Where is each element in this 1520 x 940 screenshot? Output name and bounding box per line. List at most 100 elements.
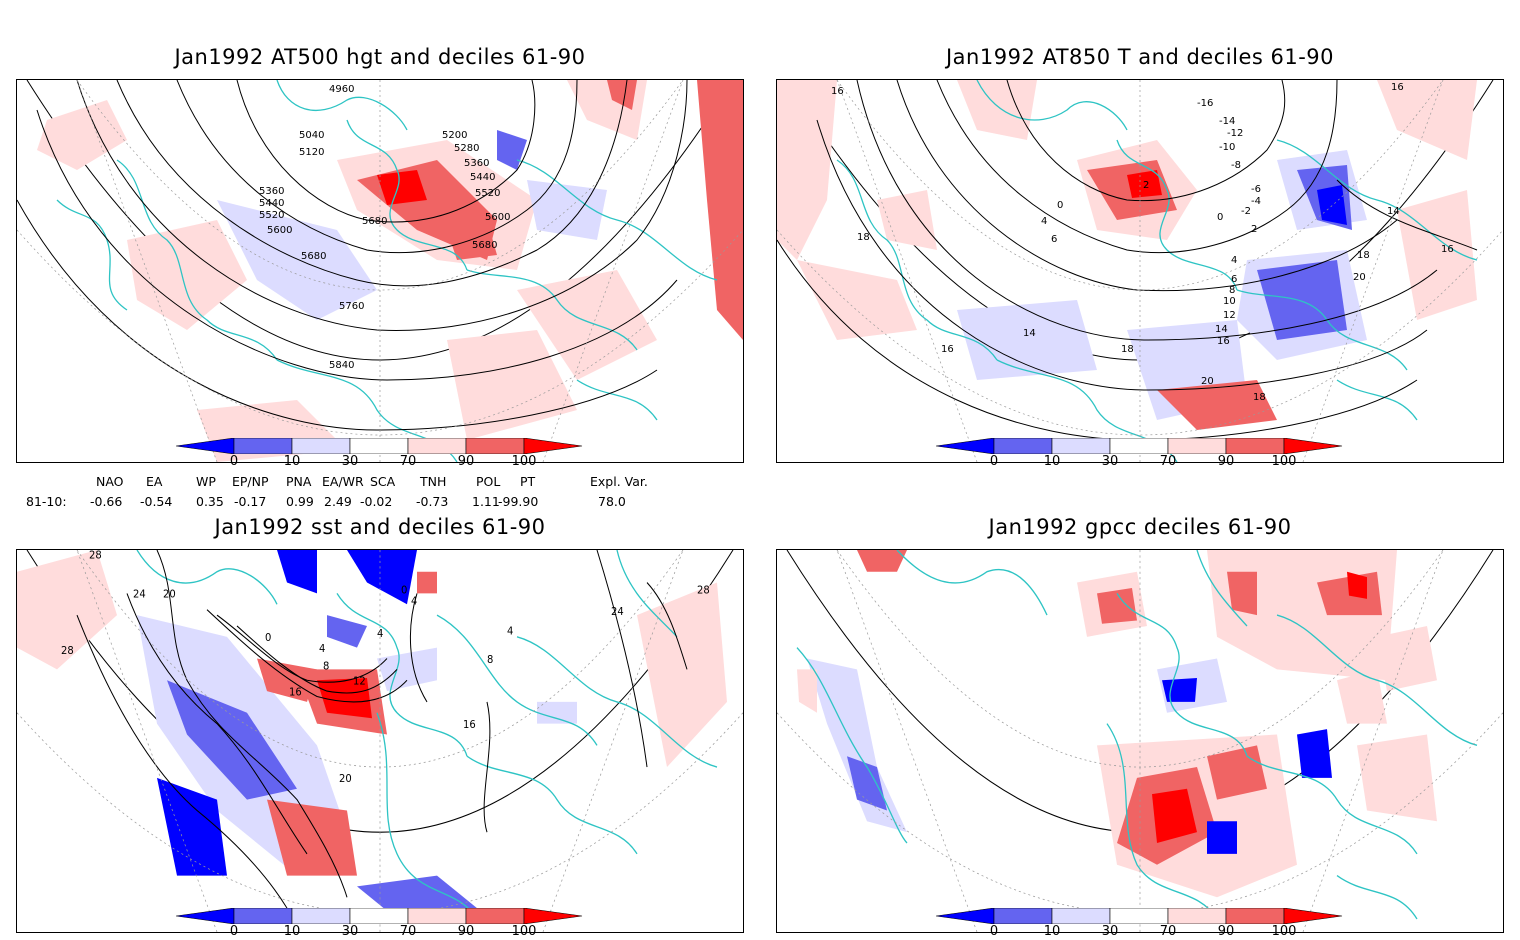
colorbar-tick: 30 [341, 454, 359, 469]
contour-label: 18 [1121, 344, 1134, 355]
contour-label: 4 [319, 643, 326, 655]
contour-label: 28 [61, 645, 74, 657]
contour-label: 5840 [329, 360, 354, 371]
index-value: -0.54 [140, 494, 173, 509]
contour-label: -16 [1197, 98, 1213, 109]
index-header: EA/WR [322, 474, 364, 489]
index-value: -0.73 [416, 494, 449, 509]
contour-label: 5520 [475, 188, 500, 199]
colorbar-1: 0 10 30 70 90 100 [176, 438, 596, 469]
index-value: -0.17 [234, 494, 267, 509]
contour-label: 5120 [299, 147, 324, 158]
map-z500: 4960 5040 5120 5200 5280 5360 5440 5520 … [16, 79, 744, 463]
contour-label: 5520 [259, 210, 284, 221]
contour-label: 24 [611, 606, 624, 618]
panel-title-gpcc: Jan1992 gpcc deciles 61-90 [988, 515, 1292, 539]
panel-title-sst: Jan1992 sst and deciles 61-90 [214, 515, 546, 539]
contour-label: 5280 [454, 143, 479, 154]
contour-label: 8 [1229, 285, 1235, 296]
contour-label: 5440 [259, 198, 284, 209]
index-value: 0.99 [286, 494, 314, 509]
contour-label: 5680 [362, 216, 387, 227]
map-t850: 16 16 -16 -14 -12 -10 -8 -6 -4 -2 0 0 2 … [776, 79, 1504, 463]
colorbar-tick: 30 [1101, 454, 1119, 469]
contour-label: 5680 [301, 251, 326, 262]
panel-title-t850: Jan1992 AT850 T and deciles 61-90 [945, 45, 1335, 69]
contour-label: 14 [1387, 206, 1400, 217]
contour-label: -14 [1219, 116, 1235, 127]
contour-label: 18 [857, 232, 870, 243]
colorbar-4: 0 10 30 70 90 100 [936, 908, 1356, 939]
colorbar-tick: 10 [283, 454, 301, 469]
contour-label: 5200 [442, 130, 467, 141]
contour-label: 5680 [472, 240, 497, 251]
contour-label: 5600 [485, 212, 510, 223]
colorbar-tick: 70 [399, 454, 417, 469]
colorbar-tick: 30 [341, 924, 359, 939]
contour-label: 20 [1201, 376, 1214, 387]
panel-title-z500: Jan1992 AT500 hgt and deciles 61-90 [174, 45, 586, 69]
index-value: 78.0 [598, 494, 626, 509]
colorbar-tick: 90 [457, 454, 475, 469]
contour-label: -2 [1241, 206, 1251, 217]
contour-label: 0 [1057, 200, 1063, 211]
contour-label: 20 [339, 773, 352, 785]
contour-label: 12 [1223, 310, 1236, 321]
colorbar-2: 0 10 30 70 90 100 [936, 438, 1356, 469]
contour-label: 0 [1217, 212, 1223, 223]
index-header: PT [520, 474, 536, 489]
contour-label: 5760 [339, 301, 364, 312]
colorbar-tick: 0 [989, 454, 999, 469]
colorbar-tick: 100 [1271, 924, 1297, 939]
colorbar-tick: 90 [1217, 924, 1235, 939]
contour-label: 4 [1231, 255, 1237, 266]
index-value: -99.90 [498, 494, 539, 509]
index-header: EP/NP [232, 474, 269, 489]
index-header: PNA [286, 474, 312, 489]
index-header: EA [146, 474, 163, 489]
contour-label: 4 [411, 595, 418, 607]
index-header: NAO [96, 474, 124, 489]
index-header: POL [476, 474, 501, 489]
colorbar-tick: 100 [1271, 454, 1297, 469]
colorbar-tick: 10 [1043, 454, 1061, 469]
map-sst: 28 28 28 24 24 20 20 16 16 12 8 8 4 4 4 … [16, 549, 744, 933]
contour-label: 16 [941, 344, 954, 355]
contour-label: 8 [487, 654, 493, 666]
contour-label: 8 [323, 660, 329, 672]
colorbar-tick: 70 [1159, 454, 1177, 469]
contour-label: 18 [1357, 250, 1370, 261]
index-header: Expl. Var. [590, 474, 648, 489]
contour-label: -6 [1251, 184, 1261, 195]
contour-label: 4 [1041, 216, 1047, 227]
contour-label: 5600 [267, 225, 292, 236]
contour-label: 16 [1217, 336, 1230, 347]
contour-label: 4 [507, 625, 514, 637]
contour-label: 14 [1215, 324, 1228, 335]
colorbar-tick: 70 [1159, 924, 1177, 939]
index-header: SCA [370, 474, 396, 489]
colorbar-tick: 10 [1043, 924, 1061, 939]
contour-label: 5440 [470, 172, 495, 183]
contour-label: 14 [1023, 328, 1036, 339]
index-header: WP [196, 474, 216, 489]
index-value: 2.49 [324, 494, 352, 509]
contour-label: 4960 [329, 84, 354, 95]
contour-label: 16 [1391, 82, 1404, 93]
contour-label: 2 [1143, 180, 1149, 191]
index-value: -0.02 [360, 494, 393, 509]
contour-label: 5360 [464, 158, 489, 169]
contour-label: 28 [89, 550, 102, 562]
index-value: 1.11 [472, 494, 500, 509]
contour-label: 20 [1353, 272, 1366, 283]
contour-label: 5040 [299, 130, 324, 141]
colorbar-tick: 90 [457, 924, 475, 939]
colorbar-tick: 30 [1101, 924, 1119, 939]
contour-label: 16 [831, 86, 844, 97]
contour-label: 24 [133, 588, 146, 600]
contour-label: 5360 [259, 186, 284, 197]
colorbar-tick: 100 [511, 924, 537, 939]
colorbar-tick: 0 [229, 454, 239, 469]
colorbar-tick: 10 [283, 924, 301, 939]
contour-label: -10 [1219, 142, 1235, 153]
